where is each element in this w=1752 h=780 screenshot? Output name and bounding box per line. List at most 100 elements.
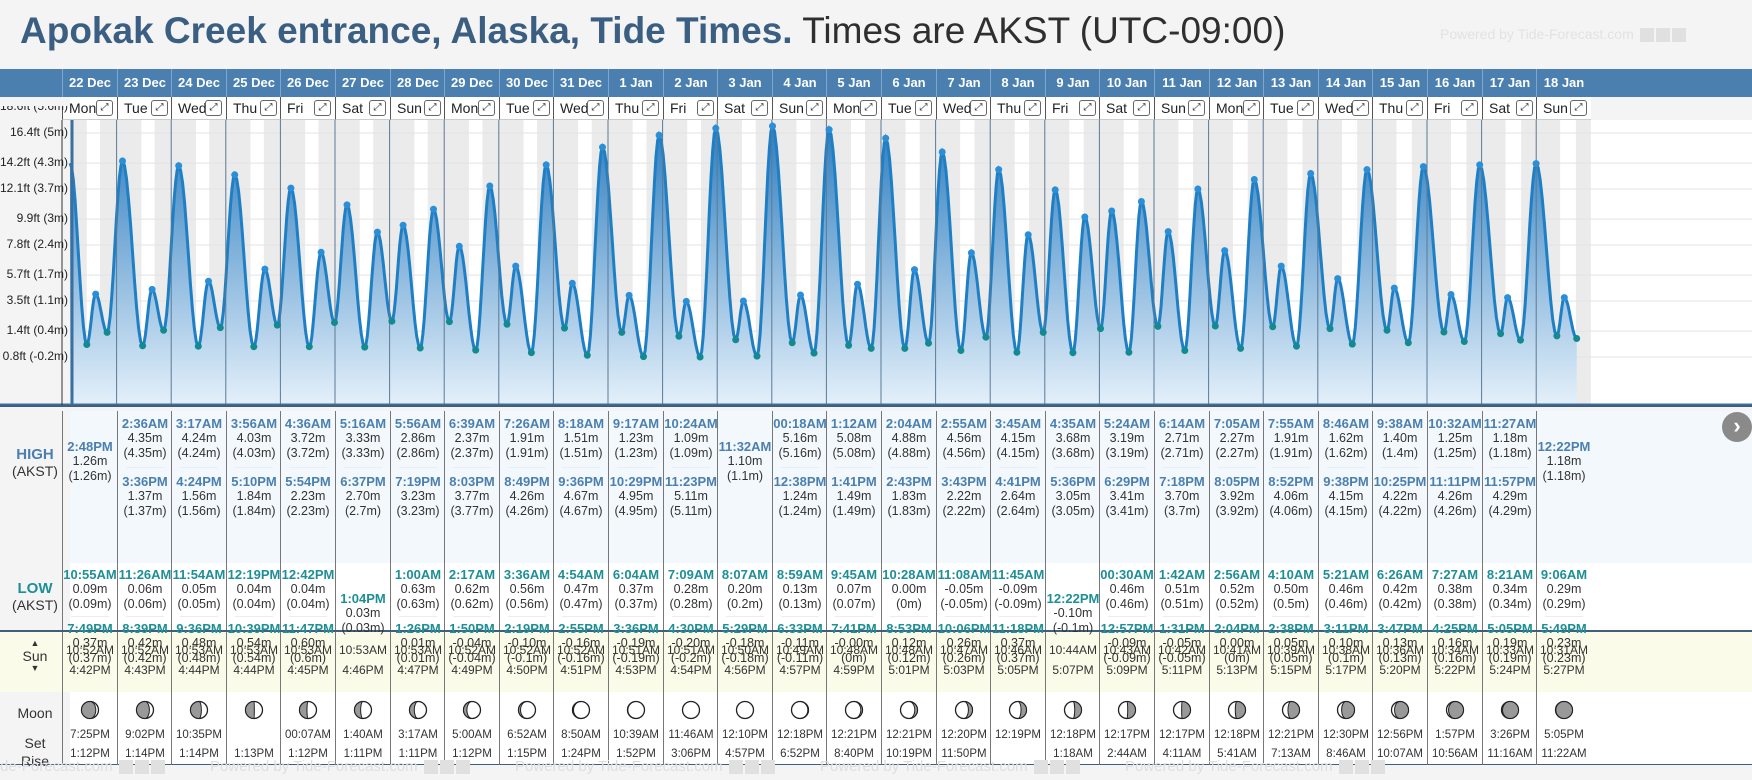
expand-day-icon[interactable]: ⤢ xyxy=(369,100,386,116)
high-tide-entry: 2:04AM 4.88m (4.88m) xyxy=(882,416,936,461)
date-header-cell: 16 Jan xyxy=(1427,69,1482,97)
expand-day-icon[interactable]: ⤢ xyxy=(260,100,277,116)
expand-day-icon[interactable]: ⤢ xyxy=(478,100,495,116)
low-tide-height-alt: (-0.11m) xyxy=(776,651,824,665)
high-tide-time: 4:41PM xyxy=(995,474,1041,489)
high-tide-cell: 8:18AM 1.51m (1.51m) 9:36PM 4.67m (4.67m) xyxy=(553,411,608,563)
high-tide-entry: 9:36PM 4.67m (4.67m) xyxy=(554,474,608,519)
high-tide-height-alt: (1.62m) xyxy=(1324,446,1368,460)
expand-day-icon[interactable]: ⤢ xyxy=(697,100,714,116)
sunrise-time: 10:48AM xyxy=(829,643,879,657)
sunset-time: 5:11PM xyxy=(1161,663,1203,677)
expand-day-icon[interactable]: ⤢ xyxy=(1133,100,1150,116)
expand-day-icon[interactable]: ⤢ xyxy=(587,100,604,116)
tide-chart xyxy=(0,120,1752,407)
powered-by-label: Powered by Tide-Forecast.com xyxy=(210,758,418,775)
expand-day-icon[interactable]: ⤢ xyxy=(1297,100,1314,116)
expand-day-icon[interactable]: ⤢ xyxy=(1024,100,1041,116)
sunrise-time: 10:34AM xyxy=(1430,643,1480,657)
expand-day-icon[interactable]: ⤢ xyxy=(1406,100,1423,116)
moon-cell: 1:57PM 10:56AM xyxy=(1427,692,1482,765)
low-tide-height-alt: (0.42m) xyxy=(123,651,167,665)
expand-day-icon[interactable]: ⤢ xyxy=(314,100,331,116)
column-divider xyxy=(1536,563,1537,630)
low-tide-height-alt: (0.38m) xyxy=(1433,597,1477,611)
high-tide-point xyxy=(1024,231,1032,239)
expand-day-icon[interactable]: ⤢ xyxy=(1243,100,1260,116)
low-tide-point xyxy=(445,318,453,326)
expand-day-icon[interactable]: ⤢ xyxy=(915,100,932,116)
high-tide-point xyxy=(373,228,381,236)
moonset-time: 12:18PM xyxy=(1049,729,1097,741)
high-tide-height: 5.11m xyxy=(674,489,708,503)
low-tide-entry: 2:38PM 0.05m (0.05m) xyxy=(1264,621,1318,666)
expand-day-icon[interactable]: ⤢ xyxy=(970,100,987,116)
moon-cell: 10:35PM 1:14PM xyxy=(171,692,226,765)
day-of-week-label: Thu xyxy=(615,100,640,116)
moon-phase-icon xyxy=(1227,700,1247,720)
low-tz-label: (AKST) xyxy=(12,597,58,613)
high-tide-entry: 5:10PM 1.84m (1.84m) xyxy=(227,474,281,519)
expand-day-icon[interactable]: ⤢ xyxy=(806,100,823,116)
low-tide-point xyxy=(1069,349,1077,357)
y-tick-label: 3.5ft (1.1m) xyxy=(6,293,68,307)
high-tide-time: 7:55AM xyxy=(1267,416,1315,431)
expand-day-icon[interactable]: ⤢ xyxy=(1188,100,1205,116)
chart-divider xyxy=(0,405,1752,407)
expand-day-icon[interactable]: ⤢ xyxy=(151,100,168,116)
low-tide-height-alt: (-0.1m) xyxy=(506,651,548,665)
low-tide-point xyxy=(273,321,281,329)
high-tide-entry: 3:43PM 2.22m (2.22m) xyxy=(937,474,991,519)
low-tide-cell: 10:28AM 0.00m (0m) 8:53PM 0.12m (0.12m) xyxy=(881,563,936,665)
high-tide-height: 1.56m xyxy=(181,489,217,503)
expand-day-icon[interactable]: ⤢ xyxy=(96,100,113,116)
expand-day-icon[interactable]: ⤢ xyxy=(1461,100,1478,116)
tide-forecast-logo-icon xyxy=(1639,26,1688,43)
moon-cell: 12:56PM 10:07AM xyxy=(1372,692,1427,765)
expand-day-icon[interactable]: ⤢ xyxy=(642,100,659,116)
expand-day-icon[interactable]: ⤢ xyxy=(1570,100,1587,116)
expand-day-icon[interactable]: ⤢ xyxy=(1516,100,1533,116)
low-tide-entry: 2:17AM 0.62m (0.62m) xyxy=(445,567,499,612)
low-tide-height-alt: (0.13m) xyxy=(1378,651,1422,665)
moon-phase-icon xyxy=(1281,700,1301,720)
high-tide-band xyxy=(70,411,1752,563)
sunrise-time: 10:42AM xyxy=(1157,643,1207,657)
sun-cell: 10:53AM 4:47PM xyxy=(390,632,445,692)
sunrise-time: 10:43AM xyxy=(1102,643,1152,657)
low-tide-height: 0.46m xyxy=(1328,582,1364,596)
expand-day-icon[interactable]: ⤢ xyxy=(1079,100,1096,116)
low-tide-entry: 7:49PM 0.37m (0.37m) xyxy=(63,621,117,666)
moonrise-time: 1:24PM xyxy=(561,748,601,760)
sunset-time: 5:13PM xyxy=(1216,663,1258,677)
moon-phase-icon xyxy=(1500,700,1520,720)
high-tide-height-alt: (2.27m) xyxy=(1215,446,1259,460)
expand-day-icon[interactable]: ⤢ xyxy=(533,100,550,116)
low-tide-time: 5:49PM xyxy=(1541,621,1587,636)
tide-forecast-logo-icon xyxy=(728,758,777,775)
low-tide-height-alt: (0.04m) xyxy=(286,597,330,611)
high-tide-cell: 2:55AM 4.56m (4.56m) 3:43PM 2.22m (2.22m) xyxy=(936,411,991,563)
expand-day-icon[interactable]: ⤢ xyxy=(205,100,222,116)
moonset-time: 5:00AM xyxy=(452,729,492,741)
expand-day-icon[interactable]: ⤢ xyxy=(751,100,768,116)
high-tide-time: 10:32AM xyxy=(1428,416,1482,431)
low-tide-entry: 5:49PM 0.23m (0.23m) xyxy=(1537,621,1591,666)
moon-phase-icon xyxy=(681,700,701,720)
low-tide-cell: 8:07AM 0.20m (0.2m) 5:29PM -0.18m (-0.18m) xyxy=(717,563,772,665)
low-tide-cell: 2:17AM 0.62m (0.62m) 1:50PM -0.04m (-0.04m) xyxy=(444,563,499,665)
day-of-week-label: Tue xyxy=(124,100,148,116)
expand-day-icon[interactable]: ⤢ xyxy=(860,100,877,116)
high-tide-entry: 3:45AM 4.15m (4.15m) xyxy=(991,416,1045,461)
expand-day-icon[interactable]: ⤢ xyxy=(424,100,441,116)
sunset-time: 4:59PM xyxy=(833,663,875,677)
day-of-week-cell: Fri ⤢ xyxy=(1427,97,1482,120)
expand-day-icon[interactable]: ⤢ xyxy=(1352,100,1369,116)
low-tide-entry: 7:09AM 0.28m (0.28m) xyxy=(664,567,718,612)
high-tide-point xyxy=(739,297,747,305)
high-tide-entry: 00:18AM 5.16m (5.16m) xyxy=(773,416,827,461)
high-tide-cell: 9:17AM 1.23m (1.23m) 10:29PM 4.95m (4.95m) xyxy=(608,411,663,563)
next-week-button[interactable]: › xyxy=(1722,412,1752,442)
low-tide-height-alt: (0.6m) xyxy=(289,651,327,665)
high-tide-height-alt: (2.86m) xyxy=(396,446,440,460)
